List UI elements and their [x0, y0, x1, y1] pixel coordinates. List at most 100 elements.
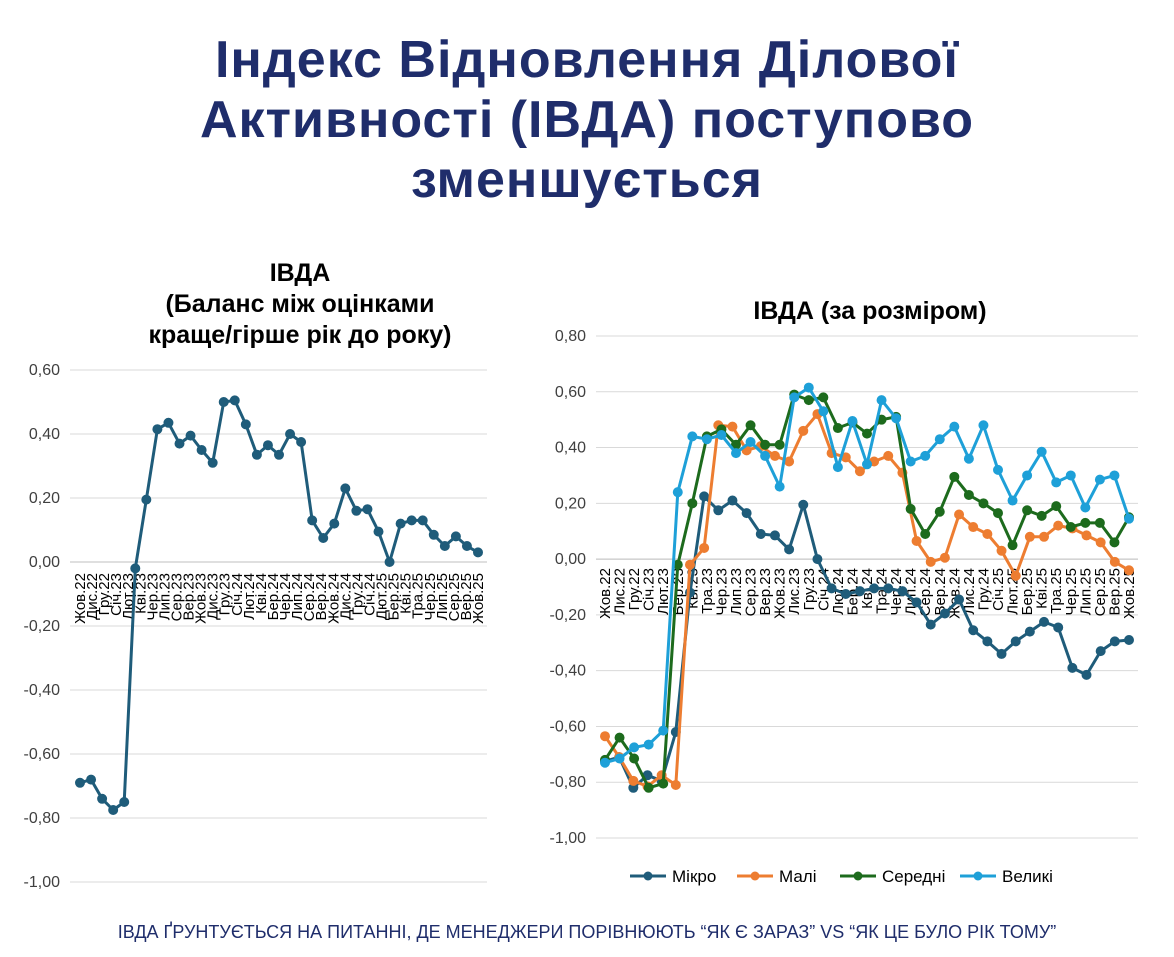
- right-chart-title-text: ІВДА (за розміром): [753, 297, 987, 325]
- x-tick-label: Жов.23: [772, 568, 789, 619]
- left-chart-title-line-1: ІВДА: [269, 259, 331, 287]
- data-point: [329, 518, 340, 529]
- data-point: [741, 508, 752, 519]
- x-tick-label: Кві.25: [1034, 568, 1051, 609]
- x-tick-label: Лип.23: [156, 573, 173, 620]
- data-point: [1051, 501, 1062, 512]
- data-point: [954, 509, 965, 520]
- data-point: [687, 431, 698, 442]
- y-tick-label: -0,40: [550, 663, 587, 680]
- x-tick-label: Бер.24: [265, 573, 282, 620]
- data-point: [1007, 495, 1018, 506]
- page-title: Індекс Відновлення Ділової Активності (І…: [0, 30, 1174, 210]
- x-tick-label: Лип.23: [728, 568, 745, 615]
- data-point: [1065, 522, 1076, 533]
- data-point: [1080, 517, 1091, 528]
- data-point: [351, 505, 362, 516]
- x-tick-label: Чер.23: [144, 573, 161, 621]
- data-point: [1095, 537, 1106, 548]
- data-point: [1024, 626, 1035, 637]
- y-tick-label: 0,60: [555, 384, 586, 401]
- x-tick-label: Кві.25: [398, 573, 415, 614]
- chart-ivda-by-size: -1,00 -0,80 -0,60 -0,40 -0,20 0,00 0,20 0,40 0,6…: [550, 328, 1138, 886]
- right-chart-title: ІВДА (за розміром): [600, 296, 1140, 327]
- data-point: [745, 436, 756, 447]
- data-point: [119, 797, 130, 807]
- data-point: [1007, 540, 1018, 551]
- x-tick-label: Жов.24: [325, 573, 342, 624]
- data-point: [285, 429, 296, 439]
- data-point: [97, 793, 108, 804]
- data-point: [262, 440, 273, 451]
- data-point: [968, 625, 979, 636]
- data-point: [229, 395, 240, 406]
- data-point: [1080, 502, 1091, 513]
- data-point: [1065, 470, 1076, 481]
- y-tick-label: -1,00: [24, 874, 61, 891]
- data-point: [406, 515, 417, 526]
- data-point: [854, 466, 865, 477]
- legend-item: Великі: [960, 867, 1053, 886]
- left-chart-title-line-3: краще/гірше рік до року): [148, 321, 452, 349]
- data-point: [925, 619, 936, 630]
- legend-swatch-marker: [643, 871, 653, 881]
- data-point: [784, 544, 795, 555]
- y-tick-label: 0,00: [29, 554, 60, 571]
- data-point: [897, 586, 908, 597]
- data-point: [1109, 556, 1120, 567]
- x-tick-label: Кві.23: [132, 573, 149, 614]
- x-tick-label: Гру.23: [217, 573, 234, 615]
- chart-ivda: -1,00 -0,80 -0,60 -0,40 -0,20 0,00 0,20 0,40 0,6…: [24, 362, 487, 891]
- data-point: [340, 483, 351, 494]
- data-point: [629, 742, 640, 753]
- x-tick-label: Гру.22: [96, 573, 113, 615]
- x-tick-label: Дис.24: [337, 573, 354, 620]
- data-point: [993, 508, 1003, 519]
- data-point: [152, 424, 163, 435]
- data-point: [296, 437, 307, 447]
- data-point: [1036, 510, 1047, 521]
- legend-swatch-marker: [973, 871, 983, 881]
- legend-label: Великі: [1002, 867, 1053, 886]
- data-point: [727, 421, 738, 432]
- data-point: [745, 420, 756, 431]
- legend-label: Малі: [779, 867, 817, 886]
- data-point: [934, 434, 945, 445]
- data-point: [600, 757, 610, 768]
- x-tick-label: Лис.23: [786, 568, 803, 615]
- data-point: [755, 529, 766, 540]
- data-point: [628, 775, 639, 786]
- data-point: [439, 541, 450, 551]
- data-point: [862, 428, 872, 439]
- data-point: [684, 559, 695, 570]
- x-tick-label: Лис.22: [612, 568, 629, 615]
- data-point: [769, 450, 780, 461]
- data-point: [826, 583, 837, 594]
- x-tick-label: Вер.23: [181, 573, 198, 621]
- data-point: [207, 457, 218, 468]
- x-tick-label: Гру.24: [975, 568, 992, 610]
- data-point: [461, 541, 472, 551]
- data-point: [818, 406, 829, 417]
- data-point: [891, 413, 902, 424]
- x-tick-label: Вер.23: [757, 568, 774, 616]
- x-tick-label: Гру.24: [349, 573, 366, 615]
- x-tick-label: Чер.24: [277, 573, 294, 621]
- legend-swatch-marker: [750, 871, 760, 881]
- data-point: [847, 416, 858, 427]
- x-tick-label: Січ.24: [361, 573, 378, 616]
- data-point: [450, 531, 461, 542]
- x-tick-label: Гру.23: [801, 568, 818, 610]
- data-point: [716, 430, 727, 441]
- y-tick-label: 0,80: [555, 328, 586, 345]
- x-tick-label: Жов.22: [597, 568, 614, 619]
- data-point: [1022, 470, 1033, 481]
- data-point: [1010, 636, 1021, 647]
- x-tick-label: Жов.23: [193, 573, 210, 624]
- data-point: [774, 481, 785, 492]
- x-tick-label: Сер.25: [1092, 568, 1109, 616]
- data-point: [789, 392, 800, 403]
- x-tick-label: Сер.24: [917, 568, 934, 616]
- y-tick-label: -0,80: [24, 810, 61, 827]
- data-point: [774, 439, 785, 450]
